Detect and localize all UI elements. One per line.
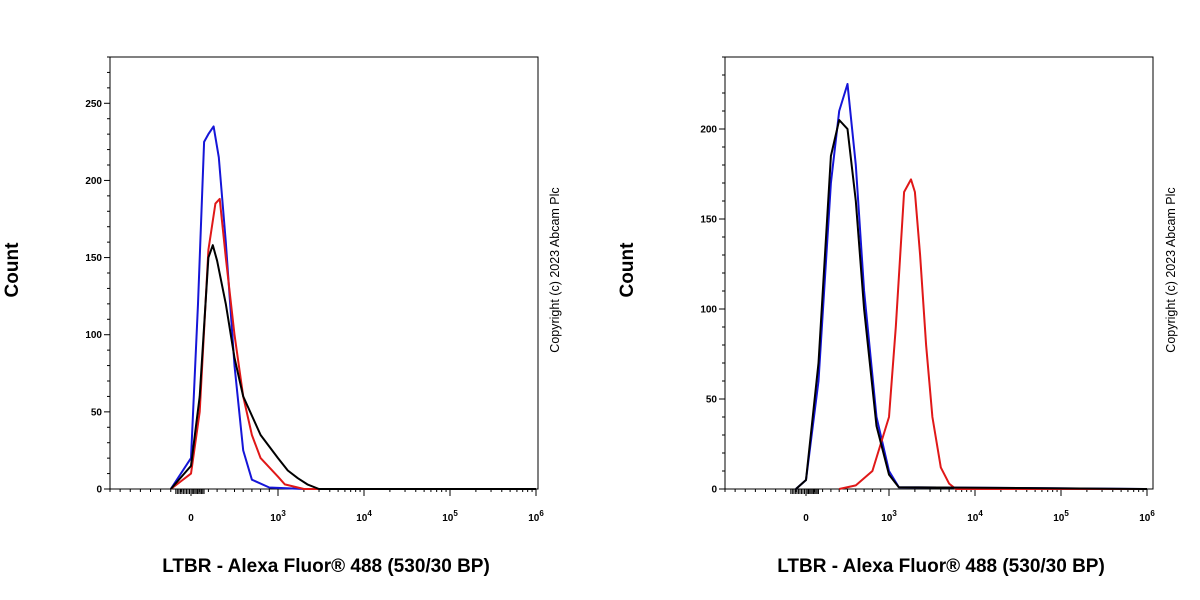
histogram-curve-blue xyxy=(795,83,1148,490)
y-axis-title: Count xyxy=(617,242,638,298)
x-tick-label: 106 xyxy=(1139,509,1155,524)
x-tick-label: 103 xyxy=(881,509,897,524)
x-tick-label: 0 xyxy=(803,513,809,524)
y-tick-label: 0 xyxy=(96,485,102,496)
histogram-curve-black xyxy=(795,119,1148,490)
y-tick-label: 200 xyxy=(700,125,717,136)
histogram-panel-1: 0 50 100 150 200 250 0 103 104 105 106 LTBR - Alexa… xyxy=(2,56,562,577)
y-tick-label: 150 xyxy=(85,253,102,264)
plot-frame xyxy=(724,56,1154,490)
copyright-notice: Copyright (c) 2023 Abcam Plc xyxy=(1164,187,1178,352)
x-tick-label: 0 xyxy=(188,513,194,524)
y-tick-label: 50 xyxy=(91,407,103,418)
x-ticks xyxy=(724,489,1148,496)
x-ticks xyxy=(109,489,537,496)
histogram-curve-red xyxy=(838,178,1147,490)
histogram-curve-black xyxy=(170,244,536,490)
y-tick-label: 150 xyxy=(700,215,717,226)
y-tick-label: 0 xyxy=(711,485,717,496)
copyright-notice: Copyright (c) 2023 Abcam Plc xyxy=(548,187,562,352)
x-tick-label: 105 xyxy=(442,509,458,524)
y-tick-label: 50 xyxy=(706,395,718,406)
y-tick-label: 100 xyxy=(700,305,717,316)
x-tick-label: 103 xyxy=(270,509,286,524)
histogram-curve-blue xyxy=(169,125,536,490)
x-tick-label: 105 xyxy=(1053,509,1069,524)
histogram-panel-2: 0 50 100 150 200 0 103 104 105 106 LTBR - Alexa Fl… xyxy=(617,56,1178,577)
plot-frame xyxy=(109,56,539,490)
x-tick-label: 104 xyxy=(356,509,372,524)
y-tick-label: 250 xyxy=(85,99,102,110)
y-tick-label: 100 xyxy=(85,330,102,341)
x-axis-title: LTBR - Alexa Fluor® 488 (530/30 BP) xyxy=(777,556,1105,577)
y-axis-title: Count xyxy=(2,242,23,298)
x-tick-label: 104 xyxy=(967,509,983,524)
y-tick-label: 200 xyxy=(85,176,102,187)
x-axis-title: LTBR - Alexa Fluor® 488 (530/30 BP) xyxy=(162,556,490,577)
x-tick-label: 106 xyxy=(528,509,544,524)
